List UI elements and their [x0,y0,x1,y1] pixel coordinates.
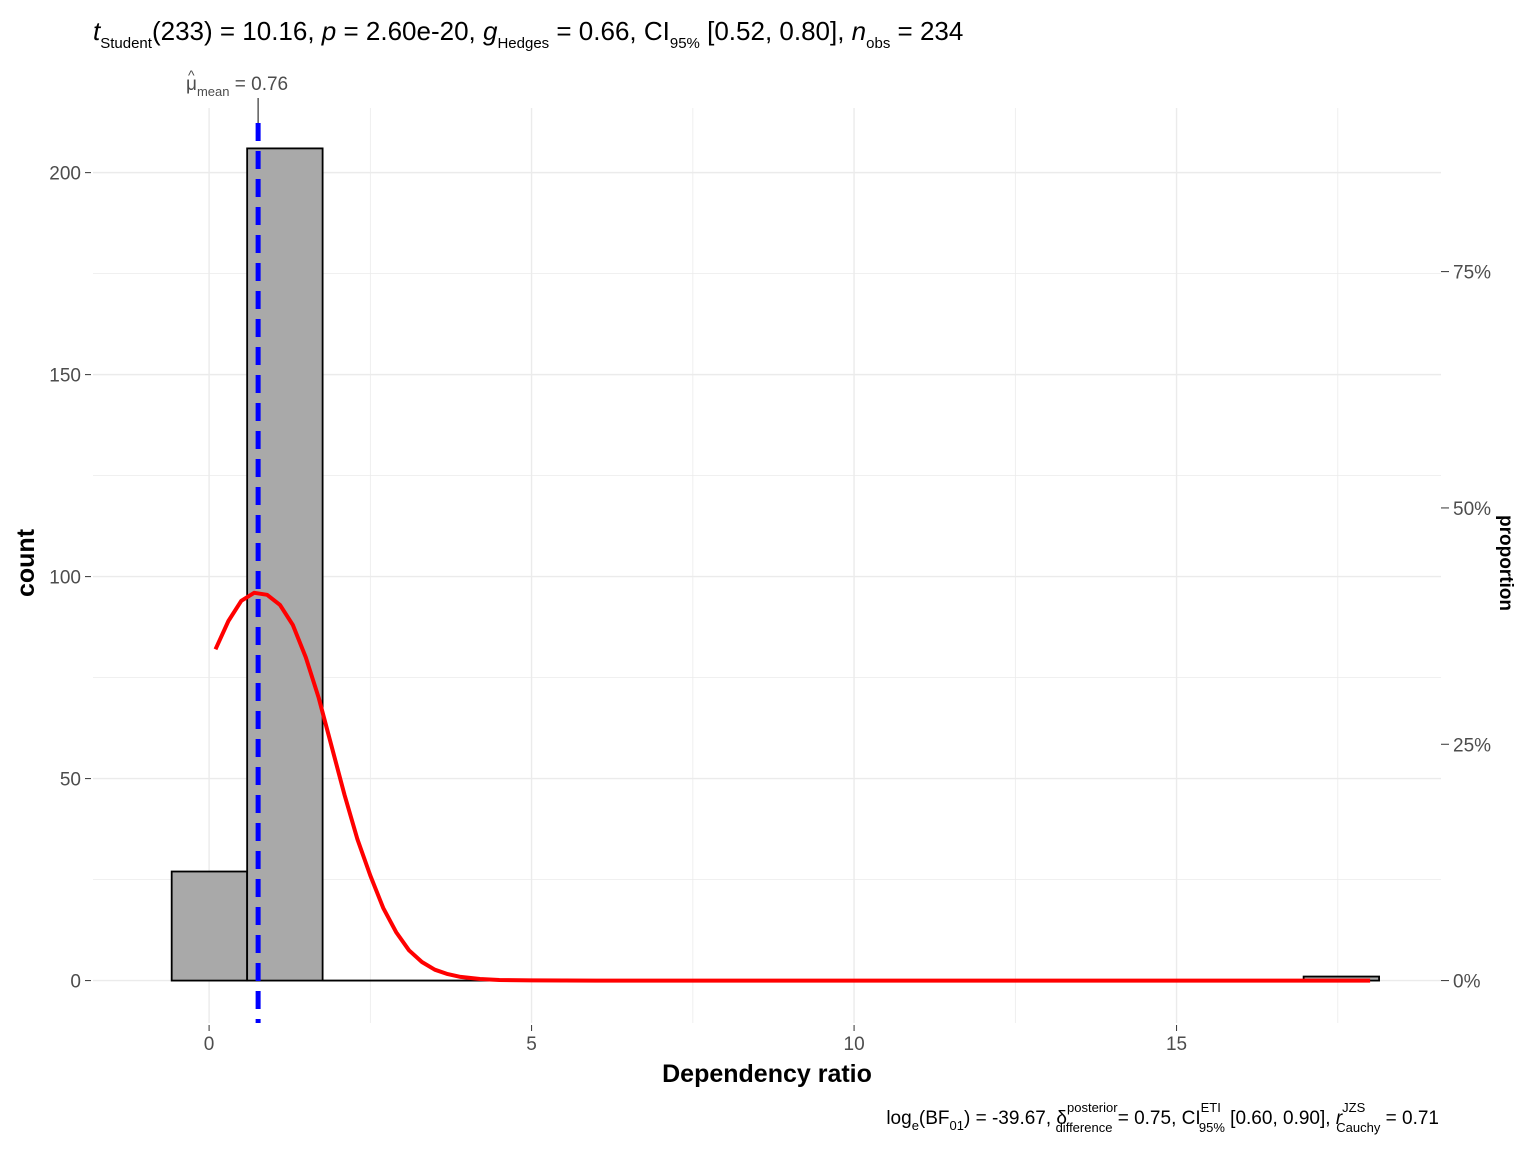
x-tick-label: 5 [526,1034,537,1055]
y2-tick-label: 25% [1453,735,1491,756]
x-axis-title: Dependency ratio [662,1060,872,1088]
mean-hat-accent: ^ [188,67,195,83]
x-tick-label: 15 [1166,1034,1187,1055]
y-tick-label: 150 [49,366,81,387]
bars-layer [170,147,1380,982]
y2-tick-label: 0% [1453,972,1481,993]
density-curve [213,590,1371,983]
y-tick-label: 0 [70,972,81,993]
chart-caption: loge(BF01) = -39.67, δposterior differenc… [886,1100,1439,1135]
mean-label: μmean = 0.76 [186,74,288,99]
histogram-bar-0 [170,870,249,982]
y2-axis-title: proportion [1495,515,1516,611]
y-tick-label: 50 [60,770,81,791]
y2-tick-label: 75% [1453,263,1491,284]
y-tick-label: 100 [49,568,81,589]
y-tick-label: 200 [49,164,81,185]
chart-title: tStudent(233) = 10.16, p = 2.60e-20, gHe… [93,16,963,52]
x-tick-label: 10 [844,1034,865,1055]
density-layer [213,590,1371,983]
histogram-bar-1 [246,147,324,982]
y2-tick-label: 50% [1453,499,1491,520]
y-axis-title: count [12,528,40,597]
x-tick-label: 0 [204,1034,215,1055]
